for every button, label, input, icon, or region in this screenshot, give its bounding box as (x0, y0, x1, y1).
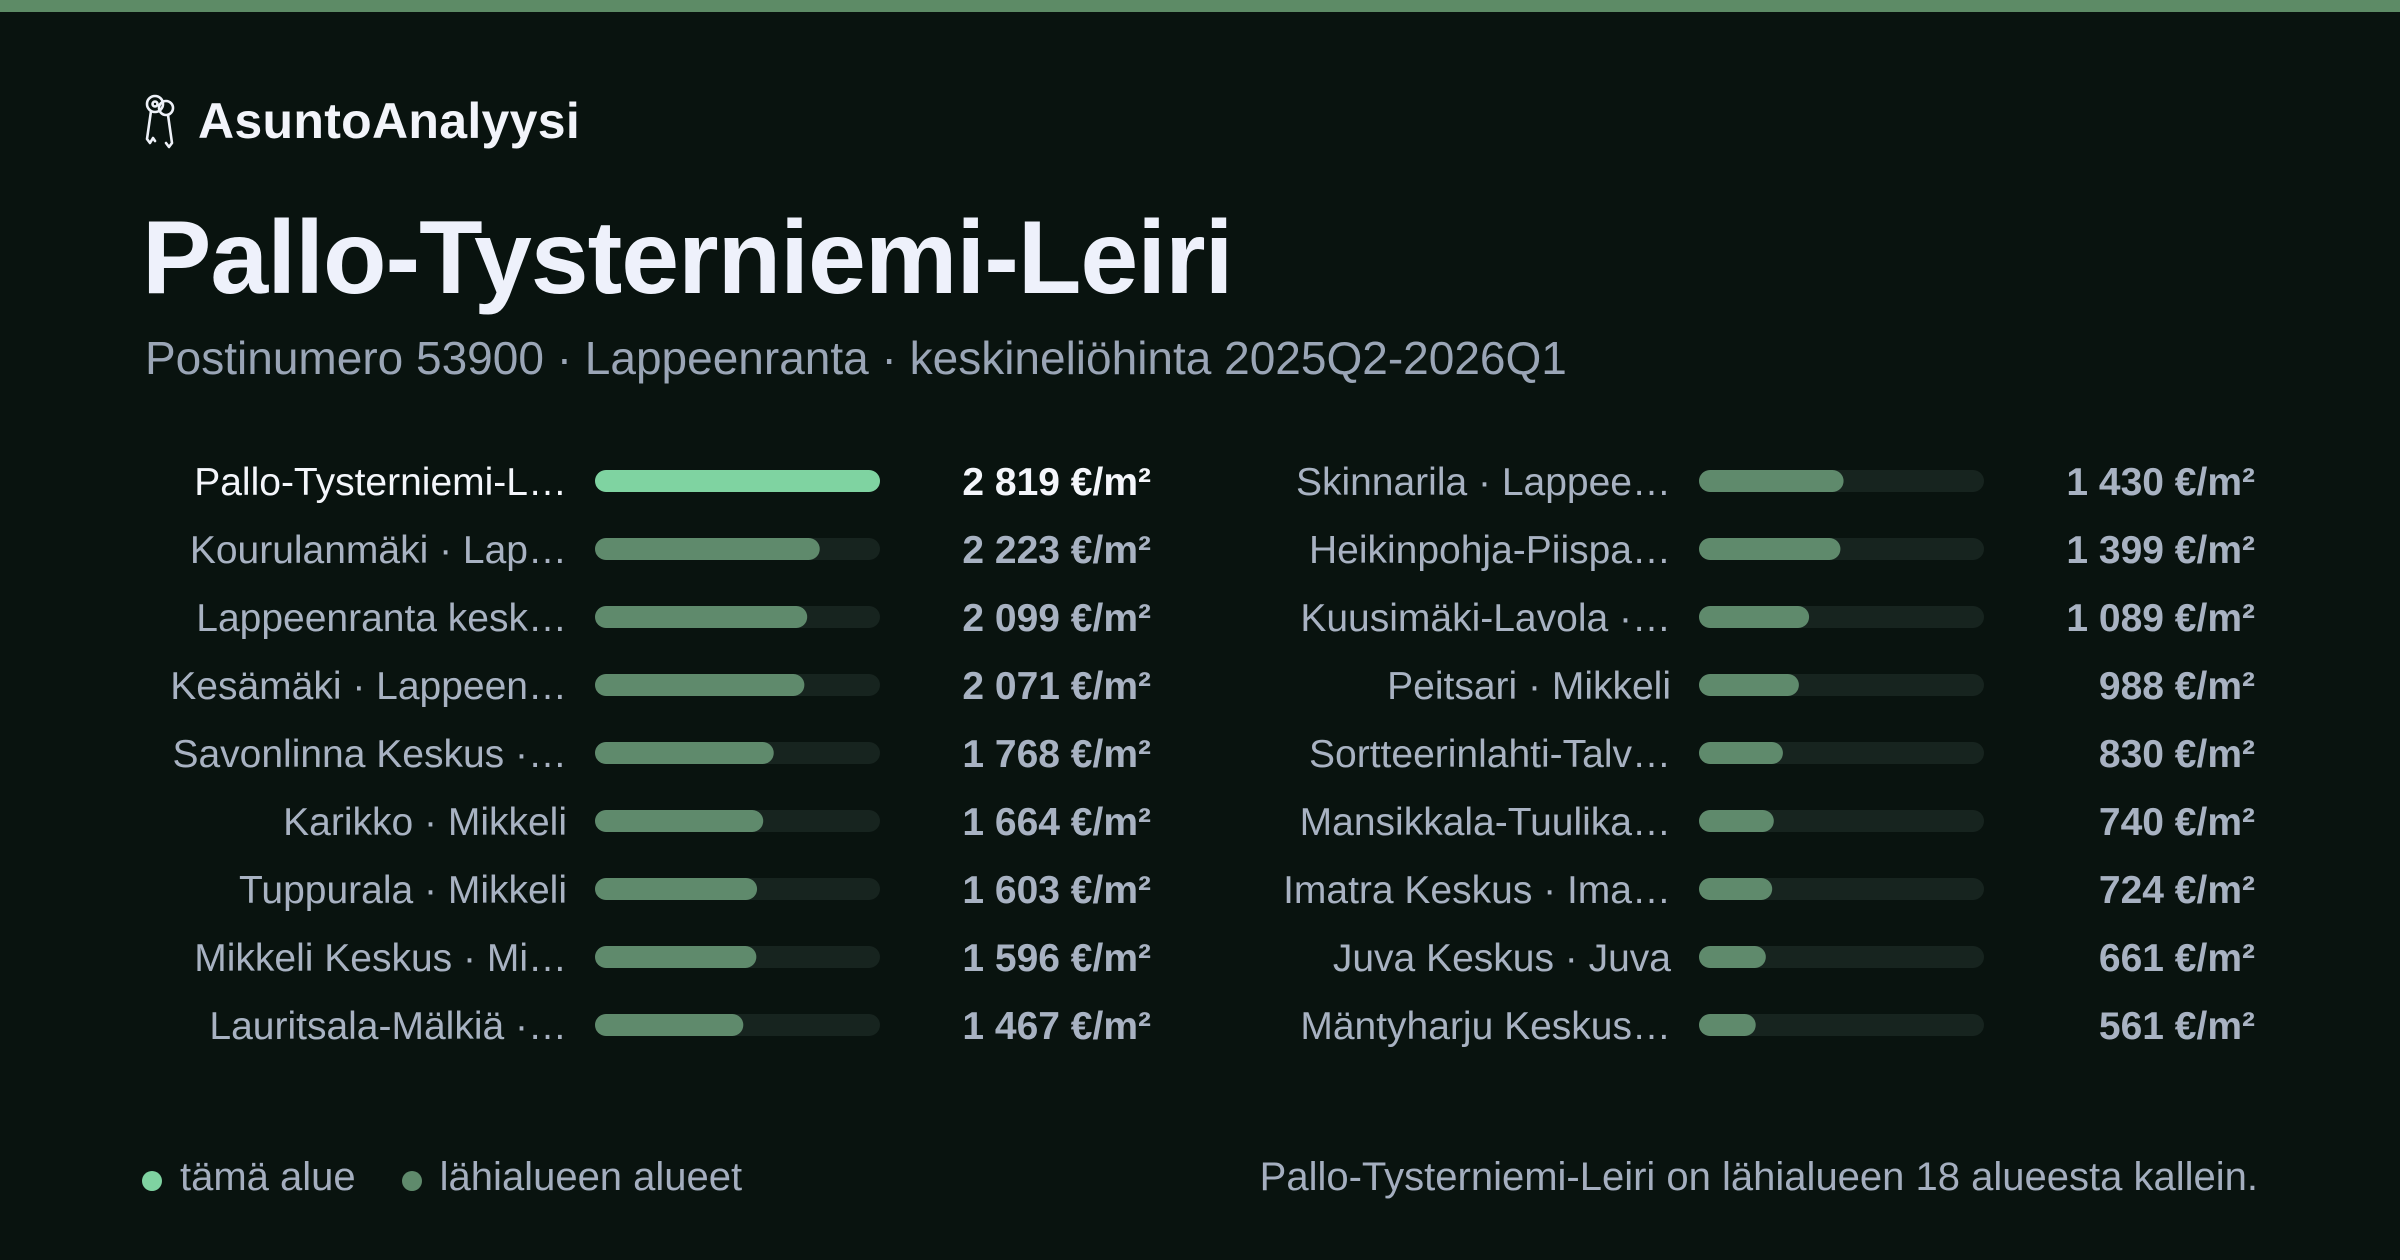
bar (1699, 1014, 1756, 1036)
legend-item-this-area: tämä alue (142, 1152, 356, 1202)
bar-value-label: 1 089 €/m² (2066, 597, 2255, 640)
bar-value-label: 1 603 €/m² (962, 869, 1151, 912)
bar (1699, 810, 1774, 832)
page-subtitle: Postinumero 53900 · Lappeenranta · keski… (145, 332, 1567, 384)
bar (595, 1014, 744, 1036)
bar-value-label: 988 €/m² (2099, 665, 2255, 708)
bar-value-label: 2 223 €/m² (962, 529, 1151, 572)
bar-value-label: 2 071 €/m² (962, 665, 1151, 708)
bar-value-label: 1 768 €/m² (962, 733, 1151, 776)
bar-label: Sortteerinlahti-Talv… (1309, 733, 1671, 776)
bar (595, 946, 757, 968)
legend-dot-nearby-areas (401, 1171, 422, 1191)
bar-label: Pallo-Tysterniemi-L… (194, 461, 567, 504)
chart-legend: tämä alue lähialueen alueet (142, 1152, 788, 1202)
legend-item-nearby-areas: lähialueen alueet (401, 1152, 743, 1202)
bar-value-label: 1 664 €/m² (962, 801, 1151, 844)
bar (1699, 538, 1841, 560)
bar (1699, 742, 1783, 764)
bar-label: Heikinpohja-Piispa… (1309, 529, 1671, 572)
price-bar-chart: Pallo-Tysterniemi-L… 2 819 €/m² Kourulanmä… (170, 461, 2255, 1048)
bar (595, 878, 758, 900)
brand-name: AsuntoAnalyysi (198, 93, 581, 149)
bar (1699, 470, 1844, 492)
bar-value-label: 1 596 €/m² (962, 937, 1151, 980)
bar-value-label: 740 €/m² (2099, 801, 2255, 844)
bar-label: Kesämäki · Lappeen… (170, 665, 567, 708)
bar-value-label: 2 819 €/m² (962, 461, 1151, 504)
legend-dot-this-area (142, 1171, 162, 1191)
bar-label: Peitsari · Mikkeli (1387, 665, 1671, 708)
bar-label: Mikkeli Keskus · Mi… (194, 937, 567, 980)
bar-label: Juva Keskus · Juva (1333, 937, 1671, 980)
brand: AsuntoAnalyysi (142, 90, 580, 152)
bar-label: Imatra Keskus · Ima… (1283, 869, 1671, 912)
bar-this-area (595, 470, 880, 492)
bar-value-label: 1 467 €/m² (962, 1005, 1151, 1048)
ranking-footnote: Pallo-Tysterniemi-Leiri on lähialueen 18… (1259, 1155, 2258, 1199)
bar-value-label: 661 €/m² (2099, 937, 2255, 980)
bar-label: Skinnarila · Lappee… (1296, 461, 1671, 504)
bar-value-label: 830 €/m² (2099, 733, 2255, 776)
bar (595, 538, 820, 560)
legend-label-nearby-areas: lähialueen alueet (439, 1155, 743, 1199)
bar-label: Mansikkala-Tuulika… (1300, 801, 1671, 844)
bar-label: Karikko · Mikkeli (283, 801, 567, 844)
top-accent-bar (0, 0, 2400, 12)
bar-track (1699, 1014, 1984, 1036)
bar-label: Lauritsala-Mälkiä ·… (209, 1005, 567, 1048)
bar-value-label: 561 €/m² (2099, 1005, 2255, 1048)
bar-value-label: 1 399 €/m² (2066, 529, 2255, 572)
bar (1699, 606, 1810, 628)
bar (1699, 674, 1799, 696)
bar-label: Mäntyharju Keskus… (1300, 1005, 1671, 1048)
bar-label: Tuppurala · Mikkeli (239, 869, 567, 912)
keys-icon (145, 94, 175, 149)
bar-track (1699, 946, 1984, 968)
bar (1699, 946, 1766, 968)
bar-label: Lappeenranta kesk… (196, 597, 567, 640)
bar-label: Kourulanmäki · Lap… (190, 529, 567, 572)
bar-value-label: 1 430 €/m² (2066, 461, 2255, 504)
bar (1699, 878, 1773, 900)
bar (595, 674, 805, 696)
bar-label: Savonlinna Keskus ·… (172, 733, 567, 776)
bar (595, 742, 774, 764)
bar-value-label: 2 099 €/m² (962, 597, 1151, 640)
legend-label-this-area: tämä alue (180, 1155, 356, 1199)
page-title: Pallo-Tysterniemi-Leiri (142, 200, 1233, 316)
bar-value-label: 724 €/m² (2099, 869, 2255, 912)
bar-label: Kuusimäki-Lavola ·… (1300, 597, 1671, 640)
bar (595, 606, 808, 628)
bar (595, 810, 764, 832)
